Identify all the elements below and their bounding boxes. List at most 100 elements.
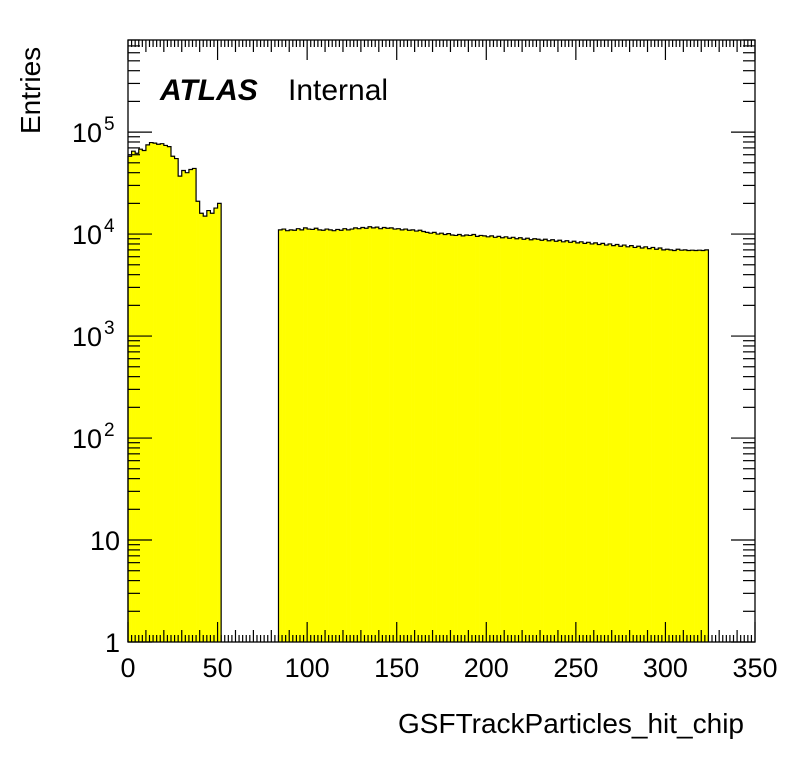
histogram-bin [317,229,322,642]
y-tick-label: 10 [72,220,102,250]
histogram-bin [618,246,623,642]
histogram-bin [328,229,333,642]
histogram-bin [600,243,605,643]
histogram-bin [661,249,666,642]
histogram-bin [608,243,612,642]
histogram-bin [701,250,706,642]
histogram-bin [461,235,466,642]
histogram-bin [213,208,218,642]
histogram-bin [439,233,444,643]
histogram-bin [590,243,595,642]
histogram-bin [669,249,673,642]
histogram-bin [572,241,577,642]
histogram-bin [335,229,340,642]
histogram-bin [217,203,222,643]
histogram-bin [464,234,469,642]
histogram-bin [421,231,426,642]
histogram-bin [292,230,297,642]
histogram-bin [188,169,193,642]
histogram-bin [450,234,455,642]
atlas-label: ATLAS [159,74,258,107]
histogram-bin [285,230,290,642]
histogram-bin [414,231,419,642]
histogram-bin [486,236,491,642]
y-axis-title: Entries [15,47,46,134]
histogram-bin [507,238,512,643]
histogram-bin [550,239,555,642]
histogram-bin [206,210,211,642]
histogram-bin [679,250,684,643]
y-tick-label: 10 [72,322,102,352]
histogram-bin [532,238,537,642]
histogram-bin [407,230,412,642]
histogram-bin [385,228,390,643]
histogram-bin [511,237,516,642]
x-tick-label: 100 [285,653,330,683]
y-tick-exponent: 4 [104,216,115,237]
histogram-bin [368,226,372,642]
histogram-bin [540,240,544,642]
x-tick-label: 250 [553,653,598,683]
histogram-bin [357,228,362,642]
histogram-bin [457,234,462,642]
x-tick-label: 150 [374,653,419,683]
histogram-bin [471,234,476,642]
histogram-bin [160,143,165,643]
histogram-bin [282,229,286,642]
histogram-bin [514,238,519,642]
histogram-bin [296,228,301,642]
histogram-bin [500,237,505,642]
histogram-outline-0 [127,141,222,642]
histogram-bin [203,216,208,642]
histogram-bin [665,249,670,642]
histogram-bin [658,248,663,642]
histogram-bin [418,230,423,642]
histogram-bin [145,144,150,642]
histogram-bin [704,249,709,642]
histogram-bin [697,250,702,643]
histogram-bin [676,249,681,642]
histogram-bin [536,239,541,643]
histogram-bin [170,156,175,643]
histogram-bin [604,245,609,643]
histogram-bin [554,241,559,642]
histogram-bin [593,242,598,642]
histogram-bin [192,168,197,642]
histogram-bin [185,172,190,642]
histogram-outline-1 [277,226,710,642]
y-tick-label: 10 [72,424,102,454]
histogram-bin [178,176,183,642]
histogram-bin [504,236,509,642]
histogram-bin [640,248,645,642]
histogram-bars [127,141,710,643]
histogram-bin [339,230,344,642]
histogram-bin [597,244,602,643]
histogram-bin [636,246,641,642]
histogram-bin [690,250,695,643]
histogram-bin [153,143,157,642]
histogram-bin [299,229,304,642]
histogram-bin [149,142,154,642]
histogram-bin [543,239,548,643]
y-tick-exponent: 2 [104,420,115,441]
histogram-bin [310,229,315,642]
histogram-bin [518,237,523,642]
histogram-bin [196,201,200,643]
x-tick-label: 0 [120,653,135,683]
histogram-bin [303,227,308,642]
histogram-bin [371,227,376,642]
histogram-bin [181,170,186,642]
histogram-bin [360,227,365,643]
histogram-bin [135,153,140,642]
histogram-bin [497,236,501,643]
histogram-bin [561,241,566,642]
histogram-bin [199,213,204,643]
y-tick-label: 1 [105,628,120,658]
histogram-bin [128,156,132,643]
histogram-bin [389,227,394,642]
x-tick-label: 350 [732,653,777,683]
histogram-bin [643,246,648,642]
histogram-bin [579,241,584,642]
x-axis-title: GSFTrackParticles_hit_chip [398,708,744,739]
